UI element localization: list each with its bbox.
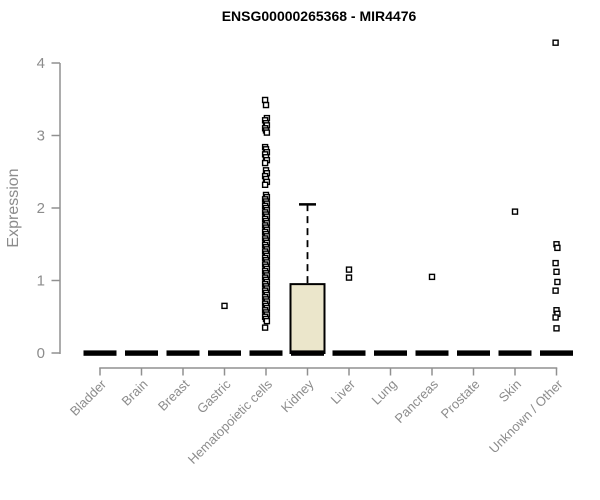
outlier-point-hematopoietic-cells	[261, 181, 269, 189]
x-label-brain: Brain	[119, 377, 151, 409]
outlier-point-unknown-other	[552, 314, 559, 321]
median-bar-hematopoietic-cells	[249, 350, 283, 356]
median-bar-brain	[125, 350, 158, 356]
median-bar-pancreas	[415, 350, 449, 356]
median-bar-lung	[374, 350, 407, 356]
outlier-point-unknown-other	[553, 325, 560, 332]
outlier-point-skin	[511, 208, 519, 215]
outlier-point-liver	[345, 274, 353, 281]
outlier-point-hematopoietic-cells	[261, 324, 269, 331]
y-tick-label: 4	[37, 55, 45, 72]
x-label-skin: Skin	[496, 377, 524, 405]
outlier-point-hematopoietic-cells	[261, 159, 269, 167]
y-tick-label: 2	[37, 200, 45, 217]
outlier-point-unknown-other	[552, 39, 559, 46]
chart-title: ENSG00000265368 - MIR4476	[221, 8, 417, 24]
median-bar-prostate	[457, 350, 490, 356]
median-bar-liver	[332, 350, 366, 356]
outlier-point-hematopoietic-cells	[262, 101, 270, 109]
outlier-point-unknown-other	[554, 278, 561, 286]
median-bar-unknown-other	[540, 350, 573, 356]
outlier-point-unknown-other	[554, 244, 561, 252]
x-label-gastric: Gastric	[194, 376, 234, 416]
median-bar-bladder	[83, 350, 117, 356]
y-tick-label: 3	[37, 128, 45, 145]
x-label-prostate: Prostate	[438, 377, 483, 422]
median-bar-breast	[166, 350, 200, 356]
outlier-point-hematopoietic-cells	[261, 96, 269, 104]
median-bar-gastric	[208, 350, 241, 356]
x-label-pancreas: Pancreas	[392, 376, 442, 426]
outlier-point-unknown-other	[552, 287, 559, 294]
y-tick-label: 0	[37, 345, 45, 362]
outlier-point-pancreas	[428, 273, 436, 281]
outlier-point-liver	[345, 266, 353, 273]
outlier-point-unknown-other	[552, 259, 559, 267]
y-tick-label: 1	[37, 273, 45, 290]
x-label-liver: Liver	[328, 376, 359, 407]
x-label-bladder: Bladder	[67, 376, 110, 419]
outlier-point-hematopoietic-cells	[263, 317, 271, 325]
x-label-breast: Breast	[155, 376, 192, 413]
x-label-lung: Lung	[369, 377, 400, 408]
x-label-kidney: Kidney	[278, 376, 317, 415]
outlier-point-hematopoietic-cells	[263, 129, 271, 136]
outlier-point-unknown-other	[553, 268, 560, 275]
box-kidney	[289, 283, 326, 354]
median-bar-skin	[498, 350, 532, 356]
median-bar-kidney	[291, 350, 324, 356]
outlier-point-gastric	[221, 302, 228, 310]
x-label-unknown-other: Unknown / Other	[486, 376, 566, 456]
